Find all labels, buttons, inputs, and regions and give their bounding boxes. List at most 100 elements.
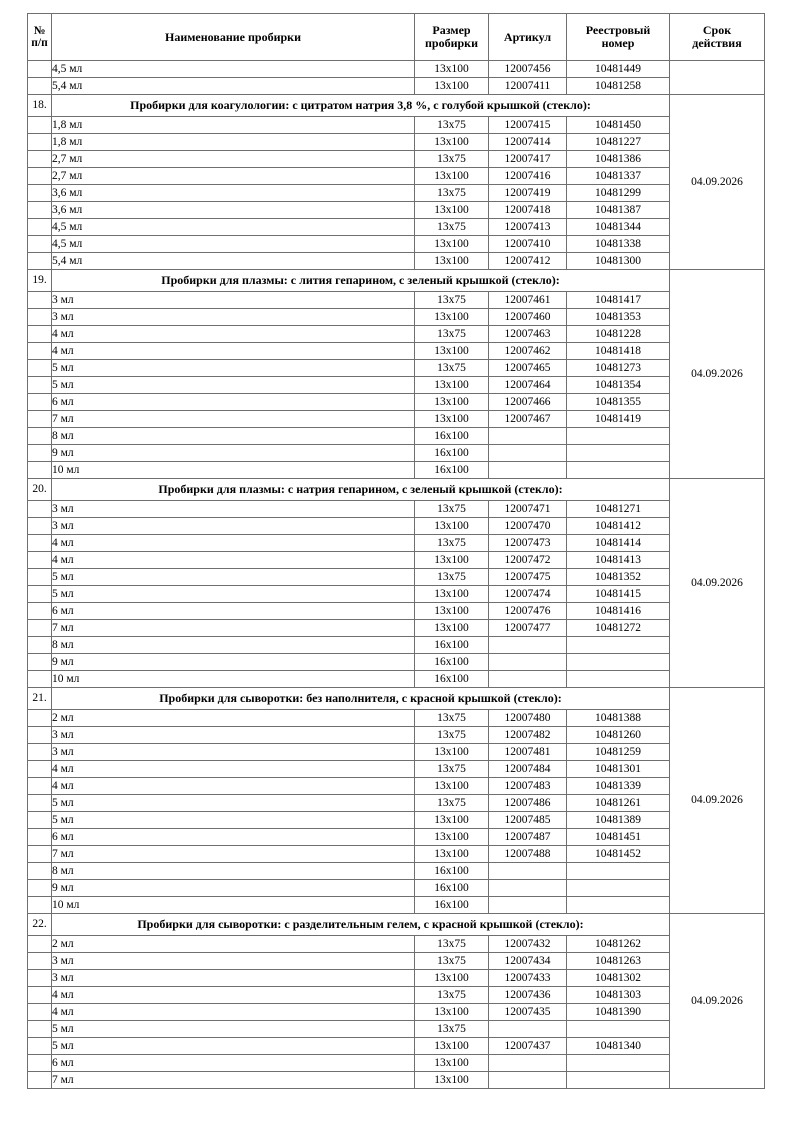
row-registry-cell: 10481272 <box>566 619 670 637</box>
row-registry-cell: 10481452 <box>566 845 670 863</box>
row-registry-cell: 10481353 <box>566 308 670 326</box>
row-registry-cell <box>566 1071 670 1089</box>
row-registry-cell: 10481387 <box>566 201 670 219</box>
row-number-cell <box>27 828 52 846</box>
table-row: 5,4 мл 13х100 12007412 10481300 <box>27 252 765 270</box>
table-row: 3 мл 13х75 12007434 10481263 <box>27 952 765 970</box>
row-size-cell: 13х75 <box>414 359 489 377</box>
row-registry-cell: 10481388 <box>566 709 670 727</box>
row-number-cell <box>27 811 52 829</box>
row-registry-cell <box>566 896 670 914</box>
table-row: 6 мл 13х100 12007487 10481451 <box>27 828 765 846</box>
row-number-cell <box>27 444 52 462</box>
row-name-cell: 4,5 мл <box>51 218 415 236</box>
row-name-cell: 8 мл <box>51 636 415 654</box>
table-body: 4,5 мл 13х100 12007456 10481449 5,4 мл 13х10… <box>27 60 765 1089</box>
row-size-cell: 13х100 <box>414 1054 489 1072</box>
row-name-cell: 10 мл <box>51 896 415 914</box>
row-size-cell: 13х75 <box>414 534 489 552</box>
row-number-cell <box>27 1054 52 1072</box>
section-title-cell: Пробирки для сыворотки: без наполнителя,… <box>51 687 670 710</box>
row-number-cell <box>27 517 52 535</box>
section-term-cell: 04.09.2026 <box>669 269 765 479</box>
row-number-cell <box>27 568 52 586</box>
row-registry-cell: 10481386 <box>566 150 670 168</box>
row-size-cell: 16х100 <box>414 427 489 445</box>
row-registry-cell: 10481412 <box>566 517 670 535</box>
row-article-cell: 12007460 <box>488 308 567 326</box>
row-registry-cell: 10481303 <box>566 986 670 1004</box>
row-article-cell: 12007471 <box>488 500 567 518</box>
row-size-cell: 16х100 <box>414 444 489 462</box>
row-name-cell: 9 мл <box>51 879 415 897</box>
row-name-cell: 8 мл <box>51 427 415 445</box>
row-registry-cell: 10481262 <box>566 935 670 953</box>
row-article-cell: 12007485 <box>488 811 567 829</box>
row-name-cell: 5 мл <box>51 1020 415 1038</box>
row-name-cell: 7 мл <box>51 845 415 863</box>
row-size-cell: 13х100 <box>414 77 489 95</box>
row-registry-cell: 10481259 <box>566 743 670 761</box>
row-registry-cell <box>566 1020 670 1038</box>
table-row: 3 мл 13х100 12007433 10481302 <box>27 969 765 987</box>
row-size-cell: 13х100 <box>414 602 489 620</box>
section-title-cell: Пробирки для сыворотки: с разделительным… <box>51 913 670 936</box>
table-row: 4,5 мл 13х100 12007410 10481338 <box>27 235 765 253</box>
row-name-cell: 5 мл <box>51 359 415 377</box>
row-size-cell: 13х75 <box>414 1020 489 1038</box>
row-size-cell: 13х75 <box>414 794 489 812</box>
row-name-cell: 10 мл <box>51 670 415 688</box>
row-number-cell <box>27 235 52 253</box>
row-size-cell: 13х100 <box>414 342 489 360</box>
row-name-cell: 2 мл <box>51 709 415 727</box>
table-row: 9 мл 16х100 <box>27 879 765 897</box>
section-term-cell: 04.09.2026 <box>669 94 765 270</box>
section-number-cell: 21. <box>27 687 52 710</box>
row-article-cell <box>488 653 567 671</box>
row-size-cell: 13х75 <box>414 184 489 202</box>
table-row: 10 мл 16х100 <box>27 461 765 479</box>
row-name-cell: 4 мл <box>51 777 415 795</box>
row-article-cell <box>488 636 567 654</box>
row-number-cell <box>27 551 52 569</box>
row-size-cell: 13х75 <box>414 325 489 343</box>
row-registry-cell: 10481301 <box>566 760 670 778</box>
row-article-cell: 12007467 <box>488 410 567 428</box>
row-registry-cell <box>566 1054 670 1072</box>
row-number-cell <box>27 777 52 795</box>
row-number-cell <box>27 342 52 360</box>
table-row: 3 мл 13х100 12007481 10481259 <box>27 743 765 761</box>
table-row: 4 мл 13х75 12007436 10481303 <box>27 986 765 1004</box>
row-size-cell: 13х100 <box>414 969 489 987</box>
table-row: 10 мл 16х100 <box>27 670 765 688</box>
row-name-cell: 3 мл <box>51 726 415 744</box>
row-article-cell: 12007419 <box>488 184 567 202</box>
row-size-cell: 13х100 <box>414 133 489 151</box>
row-registry-cell <box>566 653 670 671</box>
row-number-cell <box>27 1003 52 1021</box>
row-registry-cell: 10481451 <box>566 828 670 846</box>
row-size-cell: 16х100 <box>414 879 489 897</box>
section-number-cell: 22. <box>27 913 52 936</box>
row-name-cell: 6 мл <box>51 1054 415 1072</box>
row-name-cell: 6 мл <box>51 393 415 411</box>
row-size-cell: 16х100 <box>414 653 489 671</box>
table-row: 8 мл 16х100 <box>27 427 765 445</box>
table-row: 3,6 мл 13х75 12007419 10481299 <box>27 184 765 202</box>
row-number-cell <box>27 252 52 270</box>
row-size-cell: 13х100 <box>414 811 489 829</box>
section-title-cell: Пробирки для плазмы: с натрия гепарином,… <box>51 478 670 501</box>
row-name-cell: 2 мл <box>51 935 415 953</box>
section-header-row: 22. Пробирки для сыворотки: с разделитель… <box>27 913 765 1089</box>
column-header-number-line2: п/п <box>31 37 48 49</box>
column-header-size: Размер пробирки <box>414 13 489 61</box>
row-registry-cell <box>566 444 670 462</box>
row-name-cell: 5 мл <box>51 568 415 586</box>
row-registry-cell <box>566 879 670 897</box>
table-row: 4 мл 13х100 12007483 10481339 <box>27 777 765 795</box>
row-registry-cell: 10481261 <box>566 794 670 812</box>
column-header-term: Срок действия <box>669 13 765 61</box>
row-number-cell <box>27 952 52 970</box>
row-name-cell: 4,5 мл <box>51 60 415 78</box>
table-row: 5 мл 13х75 12007465 10481273 <box>27 359 765 377</box>
